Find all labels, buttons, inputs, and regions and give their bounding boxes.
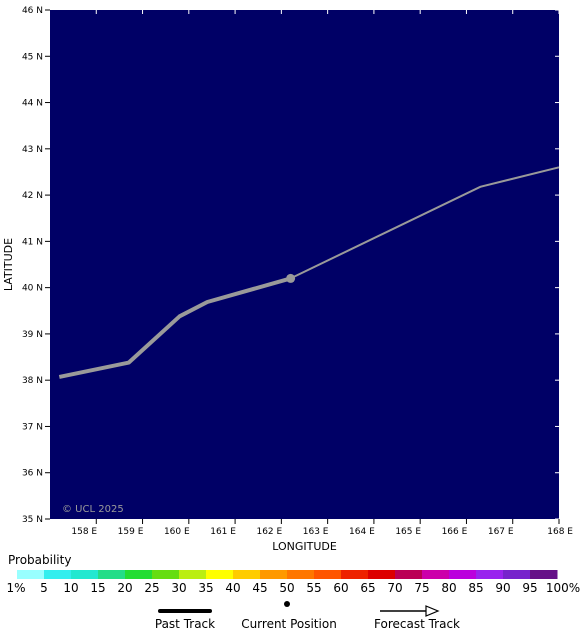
colorbar-segment: [17, 570, 45, 579]
lat-tick-label: 40 N: [22, 284, 43, 294]
lat-tick-label: 46 N: [22, 6, 43, 16]
probability-label: 35: [198, 581, 213, 595]
lon-tick-label: 162 E: [256, 527, 282, 537]
colorbar-segment: [71, 570, 99, 579]
colorbar-segment: [233, 570, 261, 579]
probability-label: 15: [90, 581, 105, 595]
current-position-symbol: [284, 601, 290, 607]
colorbar-segment: [44, 570, 72, 579]
colorbar-segment: [503, 570, 531, 579]
forecast-track-label: Forecast Track: [374, 617, 460, 631]
probability-label: 95: [522, 581, 537, 595]
probability-labels: 1% 5 10 15 20 25 30 35 40 45 50 55 60 65 70 75 80 85 90 95 1…: [6, 581, 580, 595]
lat-tick-label: 45 N: [22, 52, 43, 62]
probability-label: 90: [495, 581, 510, 595]
lon-tick-label: 168 E: [547, 527, 573, 537]
colorbar-segment: [314, 570, 342, 579]
colorbar-segment: [98, 570, 126, 579]
colorbar-segment: [152, 570, 180, 579]
lon-tick-label: 161 E: [210, 527, 236, 537]
current-position-label: Current Position: [241, 617, 337, 631]
colorbar-segment: [260, 570, 288, 579]
lat-tick-label: 35 N: [22, 515, 43, 525]
probability-label: 25: [144, 581, 159, 595]
longitude-ticks: 158 E 159 E 160 E 161 E 162 E 163 E 164 E 165 E…: [71, 10, 573, 537]
lon-tick-label: 159 E: [118, 527, 144, 537]
probability-colorbar: [17, 570, 558, 579]
lon-tick-label: 167 E: [488, 527, 514, 537]
probability-label: 55: [306, 581, 321, 595]
colorbar-segment: [179, 570, 207, 579]
colorbar-segment: [530, 570, 558, 579]
forecast-track-line: [290, 166, 560, 280]
probability-label: 80: [441, 581, 456, 595]
colorbar-segment: [476, 570, 504, 579]
lon-tick-label: 158 E: [71, 527, 97, 537]
probability-label: 45: [252, 581, 267, 595]
lon-tick-label: 164 E: [349, 527, 375, 537]
tracks-layer: [58, 166, 560, 379]
y-axis-title: LATITUDE: [2, 238, 15, 291]
arrow-head-icon: [425, 605, 440, 617]
legend-title: Probability: [8, 553, 71, 567]
colorbar-segment: [125, 570, 153, 579]
lat-tick-label: 44 N: [22, 99, 43, 109]
probability-label: 50: [279, 581, 294, 595]
colorbar-segment: [422, 570, 450, 579]
probability-label: 70: [387, 581, 402, 595]
latitude-ticks: 35 N 36 N 37 N 38 N 39 N 40 N 41 N 42 N 43 N 44 N…: [22, 6, 559, 525]
past-track-key: Past Track: [155, 609, 215, 631]
probability-label: 100%: [546, 581, 580, 595]
lat-tick-label: 43 N: [22, 145, 43, 155]
lat-tick-label: 42 N: [22, 191, 43, 201]
map-plot-area: [50, 10, 559, 519]
current-position-marker: [286, 273, 296, 283]
lat-tick-label: 38 N: [22, 376, 43, 386]
probability-label: 20: [117, 581, 132, 595]
probability-label: 10: [63, 581, 78, 595]
lon-tick-label: 166 E: [442, 527, 468, 537]
current-position-key: Current Position: [241, 601, 337, 631]
lat-tick-label: 37 N: [22, 422, 43, 432]
lat-tick-label: 39 N: [22, 330, 43, 340]
forecast-track-key: Forecast Track: [374, 605, 460, 631]
colorbar-segment: [395, 570, 423, 579]
x-axis-title: LONGITUDE: [272, 540, 337, 553]
copyright-text: © UCL 2025: [62, 504, 124, 515]
lat-tick-label: 41 N: [22, 237, 43, 247]
colorbar-segment: [287, 570, 315, 579]
lon-tick-label: 160 E: [164, 527, 190, 537]
probability-label: 85: [468, 581, 483, 595]
probability-label: 5: [40, 581, 48, 595]
lon-tick-label: 163 E: [303, 527, 329, 537]
colorbar-segment: [206, 570, 234, 579]
past-track-line: [58, 276, 292, 379]
probability-label: 60: [333, 581, 348, 595]
probability-label: 30: [171, 581, 186, 595]
probability-label: 1%: [6, 581, 25, 595]
probability-label: 40: [225, 581, 240, 595]
colorbar-segment: [368, 570, 396, 579]
probability-label: 75: [414, 581, 429, 595]
lon-tick-label: 165 E: [395, 527, 421, 537]
lat-tick-label: 36 N: [22, 469, 43, 479]
probability-label: 65: [360, 581, 375, 595]
colorbar-segment: [449, 570, 477, 579]
past-track-label: Past Track: [155, 617, 215, 631]
colorbar-segment: [341, 570, 369, 579]
